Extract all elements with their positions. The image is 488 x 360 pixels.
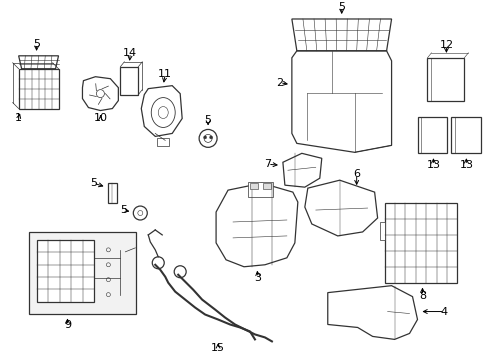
Text: 11: 11	[158, 69, 172, 79]
Text: 8: 8	[418, 291, 425, 301]
Bar	[249, 183, 258, 189]
Text: 7: 7	[264, 159, 271, 169]
Text: 9: 9	[64, 320, 71, 330]
Text: 2: 2	[276, 78, 283, 88]
Text: 6: 6	[352, 169, 360, 179]
Text: 4: 4	[440, 307, 447, 316]
Text: 5: 5	[90, 178, 97, 188]
Bar	[247, 182, 272, 197]
Bar	[37, 240, 94, 302]
Text: 5: 5	[120, 205, 126, 215]
Bar	[157, 138, 169, 147]
Text: 5: 5	[33, 39, 40, 49]
Text: 15: 15	[211, 343, 224, 354]
Text: 3: 3	[254, 273, 261, 283]
Text: 10: 10	[93, 113, 107, 123]
Circle shape	[209, 136, 212, 139]
Bar	[450, 117, 480, 153]
Text: 5: 5	[338, 2, 345, 12]
Bar	[417, 117, 447, 153]
Circle shape	[203, 136, 206, 139]
Bar	[379, 222, 384, 240]
Bar	[108, 183, 117, 203]
Bar	[120, 67, 138, 95]
Bar	[29, 232, 136, 314]
Text: 13: 13	[458, 160, 472, 170]
Text: 12: 12	[438, 40, 452, 50]
Text: 14: 14	[123, 48, 137, 58]
Text: 1: 1	[15, 113, 22, 123]
Bar	[427, 58, 464, 100]
Text: 13: 13	[426, 160, 440, 170]
Bar	[384, 203, 456, 283]
Bar	[263, 183, 270, 189]
Text: 5: 5	[204, 116, 211, 126]
